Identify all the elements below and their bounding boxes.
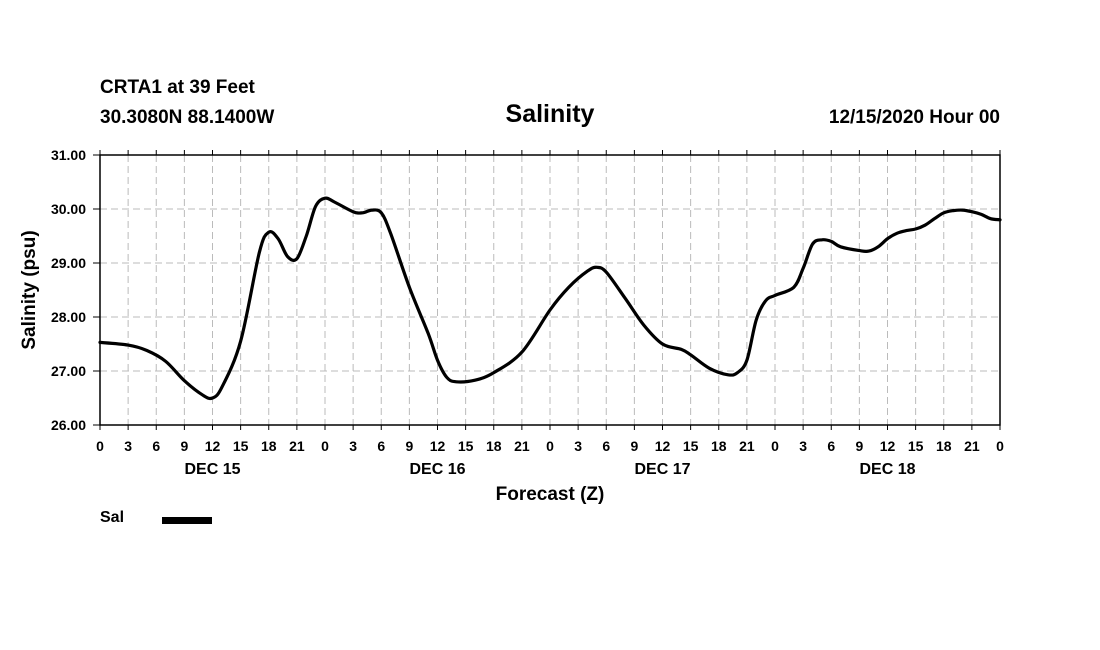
x-tick-label: 3 bbox=[349, 438, 357, 454]
x-tick-label: 21 bbox=[289, 438, 305, 454]
x-tick-label: 0 bbox=[996, 438, 1004, 454]
x-tick-label: 6 bbox=[827, 438, 835, 454]
chart-title: Salinity bbox=[505, 100, 595, 128]
x-tick-label: 3 bbox=[799, 438, 807, 454]
series-line-sal bbox=[98, 196, 1002, 401]
x-tick-label: 0 bbox=[546, 438, 554, 454]
x-tick-label: 18 bbox=[261, 438, 277, 454]
day-label: DEC 15 bbox=[184, 461, 240, 478]
x-tick-label: 6 bbox=[152, 438, 160, 454]
x-axis-label: Forecast (Z) bbox=[496, 484, 605, 505]
x-tick-label: 15 bbox=[908, 438, 924, 454]
x-tick-label: 6 bbox=[377, 438, 385, 454]
station-coordinates: 30.3080N 88.1400W bbox=[100, 107, 275, 128]
x-tick-label: 9 bbox=[855, 438, 863, 454]
x-tick-label: 3 bbox=[124, 438, 132, 454]
y-tick-label: 27.00 bbox=[51, 363, 86, 379]
x-tick-label: 15 bbox=[233, 438, 249, 454]
day-label: DEC 18 bbox=[859, 461, 915, 478]
station-label: CRTA1 at 39 Feet bbox=[100, 77, 255, 98]
x-tick-label: 12 bbox=[880, 438, 896, 454]
x-tick-label: 0 bbox=[321, 438, 329, 454]
x-tick-label: 15 bbox=[683, 438, 699, 454]
x-tick-label: 18 bbox=[936, 438, 952, 454]
y-tick-label: 31.00 bbox=[51, 147, 86, 163]
day-label: DEC 17 bbox=[634, 461, 690, 478]
x-tick-label: 15 bbox=[458, 438, 474, 454]
chart-grid bbox=[100, 155, 1000, 425]
chart-series bbox=[98, 196, 1002, 401]
x-tick-label: 12 bbox=[655, 438, 671, 454]
x-tick-label: 21 bbox=[739, 438, 755, 454]
x-tick-label: 0 bbox=[771, 438, 779, 454]
day-label: DEC 16 bbox=[409, 461, 465, 478]
x-tick-label: 3 bbox=[574, 438, 582, 454]
legend-line-swatch bbox=[162, 517, 212, 524]
x-tick-label: 18 bbox=[711, 438, 727, 454]
x-tick-label: 21 bbox=[514, 438, 530, 454]
x-tick-label: 9 bbox=[405, 438, 413, 454]
x-tick-label: 0 bbox=[96, 438, 104, 454]
chart-ticks: 26.00 27.00 28.00 29.00 30.00 31.00 0 3 6 9 12 15 18… bbox=[51, 147, 1004, 478]
x-tick-label: 21 bbox=[964, 438, 980, 454]
y-tick-label: 29.00 bbox=[51, 255, 86, 271]
y-tick-label: 26.00 bbox=[51, 417, 86, 433]
x-tick-label: 12 bbox=[205, 438, 221, 454]
x-tick-label: 18 bbox=[486, 438, 502, 454]
y-tick-label: 28.00 bbox=[51, 309, 86, 325]
legend-label: Sal bbox=[100, 509, 125, 526]
x-tick-label: 6 bbox=[602, 438, 610, 454]
y-axis-label: Salinity (psu) bbox=[19, 230, 40, 349]
x-tick-label: 9 bbox=[630, 438, 638, 454]
x-tick-label: 12 bbox=[430, 438, 446, 454]
forecast-run-time: 12/15/2020 Hour 00 bbox=[828, 107, 1000, 128]
y-tick-label: 30.00 bbox=[51, 201, 86, 217]
x-tick-label: 9 bbox=[180, 438, 188, 454]
